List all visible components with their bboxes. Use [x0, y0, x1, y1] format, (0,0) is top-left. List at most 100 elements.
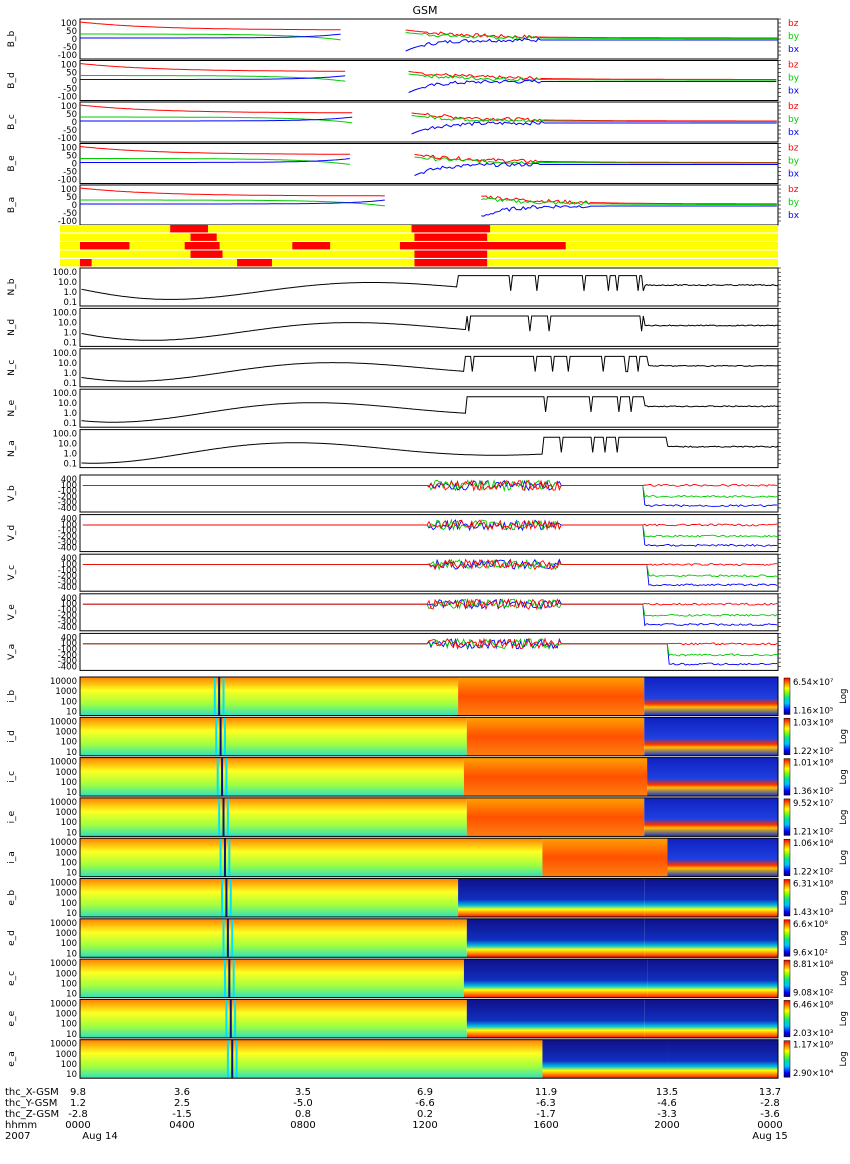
density-y-tick: 0.1 — [63, 419, 77, 429]
density-y-tick: 100.0 — [53, 349, 77, 359]
velocity-series — [82, 479, 778, 492]
mag-panel-label: B_d — [7, 72, 17, 88]
density-series — [81, 315, 778, 341]
velocity-y-tick: -200 — [58, 611, 77, 621]
velocity-y-tick: -100 — [58, 526, 77, 536]
density-y-tick: 1.0 — [63, 369, 77, 379]
density-y-tick: 0.1 — [63, 298, 77, 308]
velocity-y-tick: 100 — [61, 481, 77, 491]
spec-panel-frame — [79, 676, 779, 716]
colorbar-max-label: 1.06×10⁸ — [793, 839, 834, 849]
colorbar-min-label: 1.16×10⁵ — [793, 707, 833, 717]
orbit-value: 13.7 — [758, 1087, 782, 1098]
velocity-y-tick: 400 — [61, 554, 77, 564]
colorbar — [783, 919, 791, 957]
spec-panel-frame — [79, 716, 779, 757]
spec-streak — [226, 918, 229, 958]
spec-streak — [213, 677, 216, 716]
b-series-by — [80, 75, 346, 82]
orbit-value: 3.5 — [295, 1087, 311, 1098]
spec-y-tick: 10 — [66, 708, 77, 718]
mag-y-tick: -100 — [58, 51, 77, 61]
spec-panel-frame — [79, 998, 779, 1039]
orbit-row-y: thc_Y-GSM 1.2 2.5 -5.0 -6.6 -6.3 -4.6 -2… — [0, 1099, 850, 1110]
mag-y-tick: -100 — [58, 134, 77, 144]
colorbar — [783, 677, 791, 715]
velocity-y-tick: -200 — [58, 572, 77, 582]
spec-y-tick: 100 — [61, 899, 77, 909]
spec-streak — [226, 1039, 229, 1079]
mag-y-tick: -50 — [63, 43, 77, 53]
colorbar — [783, 1000, 791, 1038]
density-y-tick: 100.0 — [53, 430, 77, 440]
spec-region-magnetosphere — [80, 838, 543, 877]
spec-region-magnetosphere — [80, 1039, 543, 1079]
velocity-y-tick: 100 — [61, 520, 77, 530]
spec-y-tick: 10000 — [50, 879, 77, 889]
velocity-series — [82, 558, 778, 571]
colorbar — [783, 1040, 791, 1078]
velocity-series — [82, 479, 778, 508]
legend-bx: bx — [788, 211, 800, 221]
velocity-series — [82, 598, 778, 617]
segment-on — [414, 250, 488, 258]
spectrogram-panels: i_b100001000100106.54×10⁷1.16×10⁵Logi_d1… — [7, 676, 849, 1080]
orbit-value: -1.5 — [172, 1109, 192, 1120]
velocity-y-tick: -100 — [58, 487, 77, 497]
spec-y-tick: 10 — [66, 748, 77, 758]
spec-streak — [222, 677, 225, 716]
orbit-value: 0800 — [290, 1120, 316, 1131]
orbit-row-date: 2007 Aug 14 Aug 15 — [0, 1132, 850, 1143]
legend-by: by — [788, 157, 800, 167]
spec-region-magnetosphere — [80, 677, 459, 716]
velocity-y-tick: -400 — [58, 583, 77, 593]
colorbar-max-label: 1.03×10⁸ — [793, 718, 834, 728]
orbit-value: 11.9 — [534, 1087, 558, 1098]
orbit-value: -2.8 — [760, 1098, 780, 1109]
colorbar-max-label: 1.01×10⁸ — [793, 759, 834, 769]
density-y-tick: 100.0 — [53, 268, 77, 278]
orbit-value: 1200 — [412, 1120, 438, 1131]
density-series — [81, 355, 778, 382]
spec-region-magnetosphere — [80, 757, 464, 797]
mag-y-tick: 50 — [66, 193, 77, 203]
mag-y-tick: 100 — [61, 185, 77, 195]
spec-region-solarwind — [667, 1039, 778, 1079]
segment-on — [237, 259, 272, 267]
spec-y-tick: 100 — [61, 859, 77, 869]
mag-y-tick: 0 — [72, 201, 77, 211]
density-panel-frame — [79, 388, 779, 428]
colorbar-min-label: 2.90×10⁴ — [793, 1069, 834, 1079]
mag-y-tick: 50 — [66, 152, 77, 162]
velocity-y-tick: -400 — [58, 544, 77, 554]
density-panel-frame — [79, 348, 779, 388]
orbit-value: 1.2 — [70, 1098, 86, 1109]
orbit-date-end: Aug 15 — [752, 1131, 788, 1142]
colorbar-max-label: 6.54×10⁷ — [793, 678, 834, 688]
spec-region-magnetosheath — [466, 999, 645, 1038]
density-panel-label: N_e — [7, 399, 17, 416]
spec-streak — [223, 959, 226, 998]
spec-region-magnetosphere — [80, 918, 467, 958]
mag-y-tick: 50 — [66, 110, 77, 120]
spec-streak — [223, 717, 226, 756]
segment-on — [190, 233, 217, 241]
spec-y-tick: 10000 — [50, 758, 77, 768]
colorbar-min-label: 1.21×10² — [793, 827, 833, 837]
velocity-y-tick: 400 — [61, 475, 77, 485]
spec-y-tick: 10 — [66, 1030, 77, 1040]
spec-streak — [225, 999, 228, 1038]
mag-y-tick: -50 — [63, 126, 77, 136]
legend-by: by — [788, 198, 800, 208]
spec-streak — [231, 1039, 234, 1079]
b-series-bx — [80, 116, 353, 122]
colorbar-min-label: 1.22×10² — [793, 747, 833, 757]
velocity-panel-label: V_d — [7, 525, 17, 541]
velocity-y-tick: -300 — [58, 538, 77, 548]
spec-y-tick: 100 — [61, 697, 77, 707]
orbit-value: 9.8 — [70, 1087, 86, 1098]
